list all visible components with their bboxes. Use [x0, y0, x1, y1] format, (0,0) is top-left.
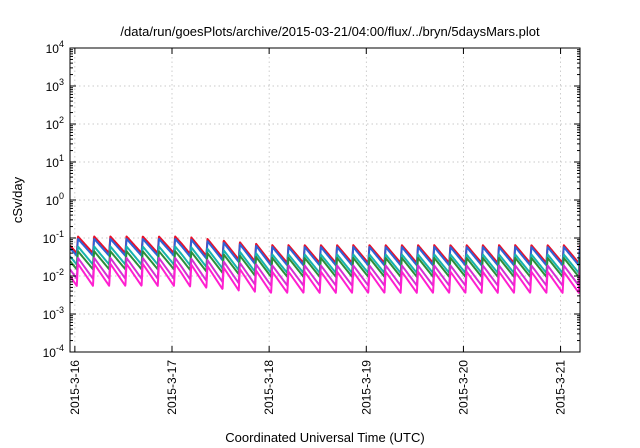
y-tick-label: 10-2 — [43, 267, 64, 284]
y-tick-label: 10-3 — [43, 305, 64, 322]
x-axis-label: Coordinated Universal Time (UTC) — [225, 430, 424, 445]
chart-title: /data/run/goesPlots/archive/2015-03-21/0… — [120, 24, 540, 39]
series-line-5 — [70, 256, 580, 287]
x-tick-label: 2015-3-17 — [165, 360, 179, 415]
series-line-1 — [70, 235, 580, 264]
y-tick-label: 10-1 — [43, 229, 64, 246]
series-layer — [70, 235, 580, 294]
grid — [70, 48, 580, 352]
y-tick-label: 10-4 — [43, 343, 64, 360]
x-tick-label: 2015-3-20 — [456, 360, 470, 415]
series-line-4 — [70, 250, 580, 278]
x-tick-label: 2015-3-18 — [262, 360, 276, 415]
x-tick-label: 2015-3-19 — [359, 360, 373, 415]
y-tick-label: 101 — [46, 153, 64, 170]
y-axis: 10-4 10-3 10-2 10-1 100 101 102 103 104 — [43, 39, 580, 360]
y-axis-label: cSv/day — [10, 176, 25, 223]
y-tick-label: 103 — [46, 77, 64, 94]
y-tick-label: 104 — [46, 39, 64, 56]
series-line-2 — [70, 237, 580, 267]
x-tick-label: 2015-3-16 — [68, 360, 82, 415]
y-tick-label: 100 — [46, 191, 64, 208]
series-line-6 — [70, 262, 580, 294]
series-line-3 — [70, 245, 580, 274]
x-axis: 2015-3-16 2015-3-17 2015-3-18 2015-3-19 2015… — [68, 48, 568, 415]
x-tick-label: 2015-3-21 — [554, 360, 568, 415]
y-tick-label: 102 — [46, 115, 64, 132]
